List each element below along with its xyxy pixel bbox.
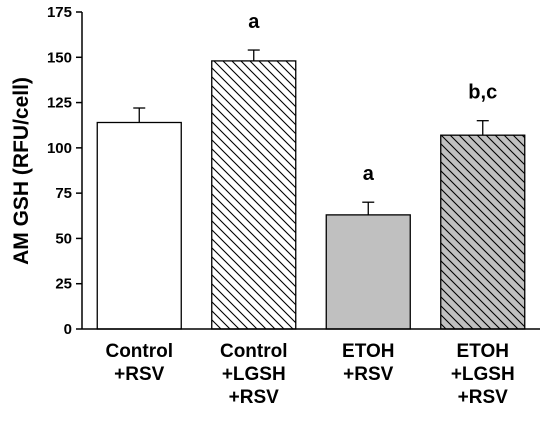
y-tick-label: 0 <box>64 321 72 338</box>
x-category-label: ETOH +LGSH +RSV <box>451 341 515 408</box>
y-tick-label: 175 <box>47 4 72 21</box>
x-category-label: ETOH +RSV <box>342 341 394 385</box>
significance-label: a <box>363 163 375 185</box>
y-axis-title: AM GSH (RFU/cell) <box>10 77 33 265</box>
bar <box>211 60 297 330</box>
x-axis: Control +RSV Control +LGSH +RSV ETOH +RSV ETOH +… <box>82 328 540 408</box>
significance-label: a <box>248 11 260 33</box>
bars: a a b,c <box>96 11 526 330</box>
y-tick-label: 100 <box>47 140 72 157</box>
significance-label: b,c <box>468 82 497 104</box>
y-tick-label: 25 <box>55 276 72 293</box>
y-tick-label: 50 <box>55 230 72 247</box>
y-tick-label: 125 <box>47 95 72 112</box>
y-axis: 0 25 50 75 100 125 150 175 <box>47 4 83 338</box>
y-tick-label: 150 <box>47 49 72 66</box>
bar <box>96 121 182 330</box>
y-tick-label: 75 <box>55 185 72 202</box>
bar <box>325 214 411 330</box>
x-category-label: Control +RSV <box>105 341 173 385</box>
x-category-label: Control +LGSH +RSV <box>220 341 288 408</box>
bar <box>440 134 526 330</box>
